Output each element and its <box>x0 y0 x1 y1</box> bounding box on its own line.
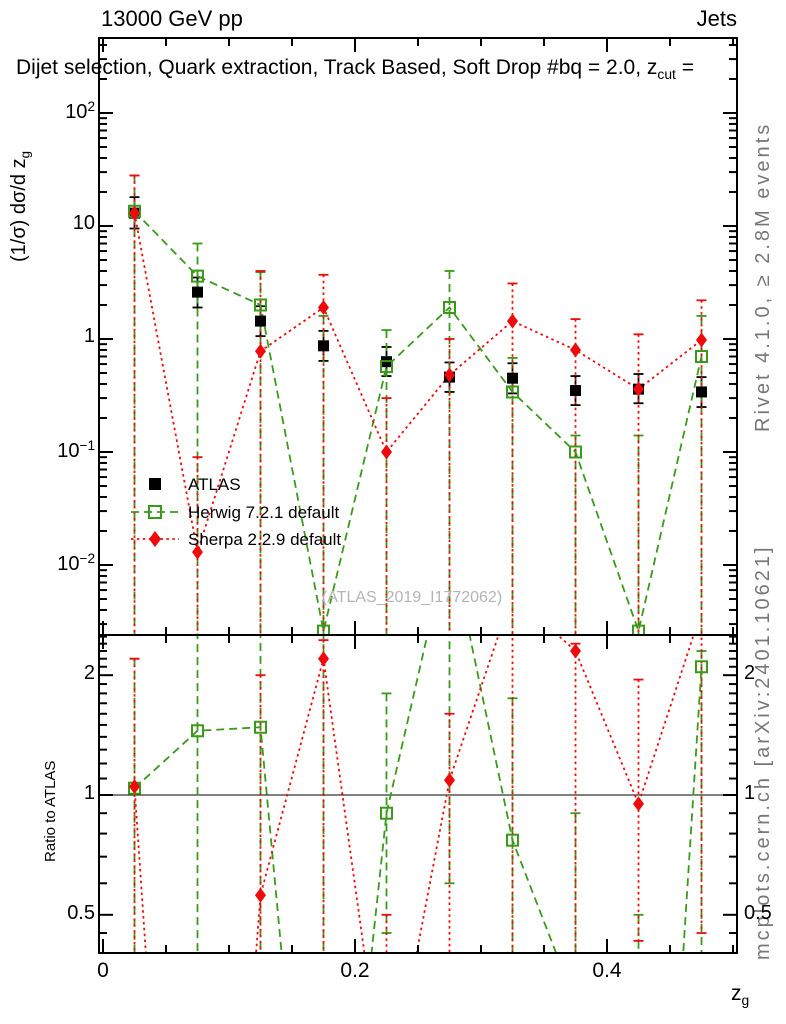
main-y-axis-title: (1/σ) dσ/d zg <box>8 151 33 262</box>
x-axis-title-text: z <box>731 982 742 1005</box>
errorbars-main <box>129 196 707 408</box>
main-y-axis-title-text: (1/σ) dσ/d z <box>8 158 30 262</box>
x-axis-title-sub: g <box>741 991 750 1008</box>
main-y-tick-label: 1 <box>83 325 95 347</box>
markers-main <box>129 205 707 560</box>
plot-title-sub: cut <box>657 65 676 82</box>
main-y-axis-title-sub: g <box>17 151 33 159</box>
main-y-tick-label: 10 <box>72 212 95 234</box>
ratio-y-tick-label: 2 <box>83 662 95 685</box>
main-y-tick-label: 10−1 <box>57 438 95 462</box>
markers-main <box>129 207 707 398</box>
ratio-y-tick-label: 0.5 <box>67 901 95 924</box>
mcplots-note: mcplots.cern.ch [arXiv:2401.10621] <box>752 544 774 960</box>
watermark: (ATLAS_2019_I1772062) <box>321 589 503 606</box>
rivet-version-note: Rivet 4.1.0, ≥ 2.8M events <box>752 121 774 432</box>
line-main <box>133 212 703 553</box>
panel-ratio <box>128 635 708 953</box>
line-main <box>133 210 703 635</box>
panel-main <box>128 174 708 635</box>
plot-title: Dijet selection, Quark extraction, Track… <box>16 56 694 82</box>
ratio-y-tick-label: 1 <box>83 782 95 804</box>
plot-title-text: Dijet selection, Quark extraction, Track… <box>16 56 658 79</box>
markers-main <box>128 204 708 635</box>
x-tick-label: 0.4 <box>592 959 622 982</box>
ratio-y-tick-label-right: 1 <box>744 782 756 804</box>
ratio-y-tick-label-right: 2 <box>744 662 756 685</box>
axis-ticks <box>99 38 737 953</box>
markers-ratio <box>129 643 644 903</box>
markers-ratio <box>128 660 708 847</box>
legend-label-sherpa: Sherpa 2.2.9 default <box>188 530 342 549</box>
x-tick-label: 0.2 <box>340 959 370 982</box>
beam-energy-label: 13000 GeV pp <box>101 6 243 31</box>
errorbars-ratio <box>129 635 707 953</box>
legend-label-atlas: ATLAS <box>188 475 241 494</box>
ratio-y-axis-title: Ratio to ATLAS <box>42 760 59 862</box>
legend-label-herwig: Herwig 7.2.1 default <box>188 503 340 522</box>
main-y-tick-label: 102 <box>65 99 95 123</box>
x-axis-title: zg <box>731 982 749 1008</box>
main-y-tick-label: 10−2 <box>57 551 95 575</box>
ratio-y-tick-label-right: 0.5 <box>744 901 772 924</box>
plot-title-tail: = <box>675 56 695 79</box>
legend-swatches <box>131 478 179 548</box>
x-tick-label: 0 <box>97 959 109 982</box>
analysis-label: Jets <box>696 6 737 31</box>
